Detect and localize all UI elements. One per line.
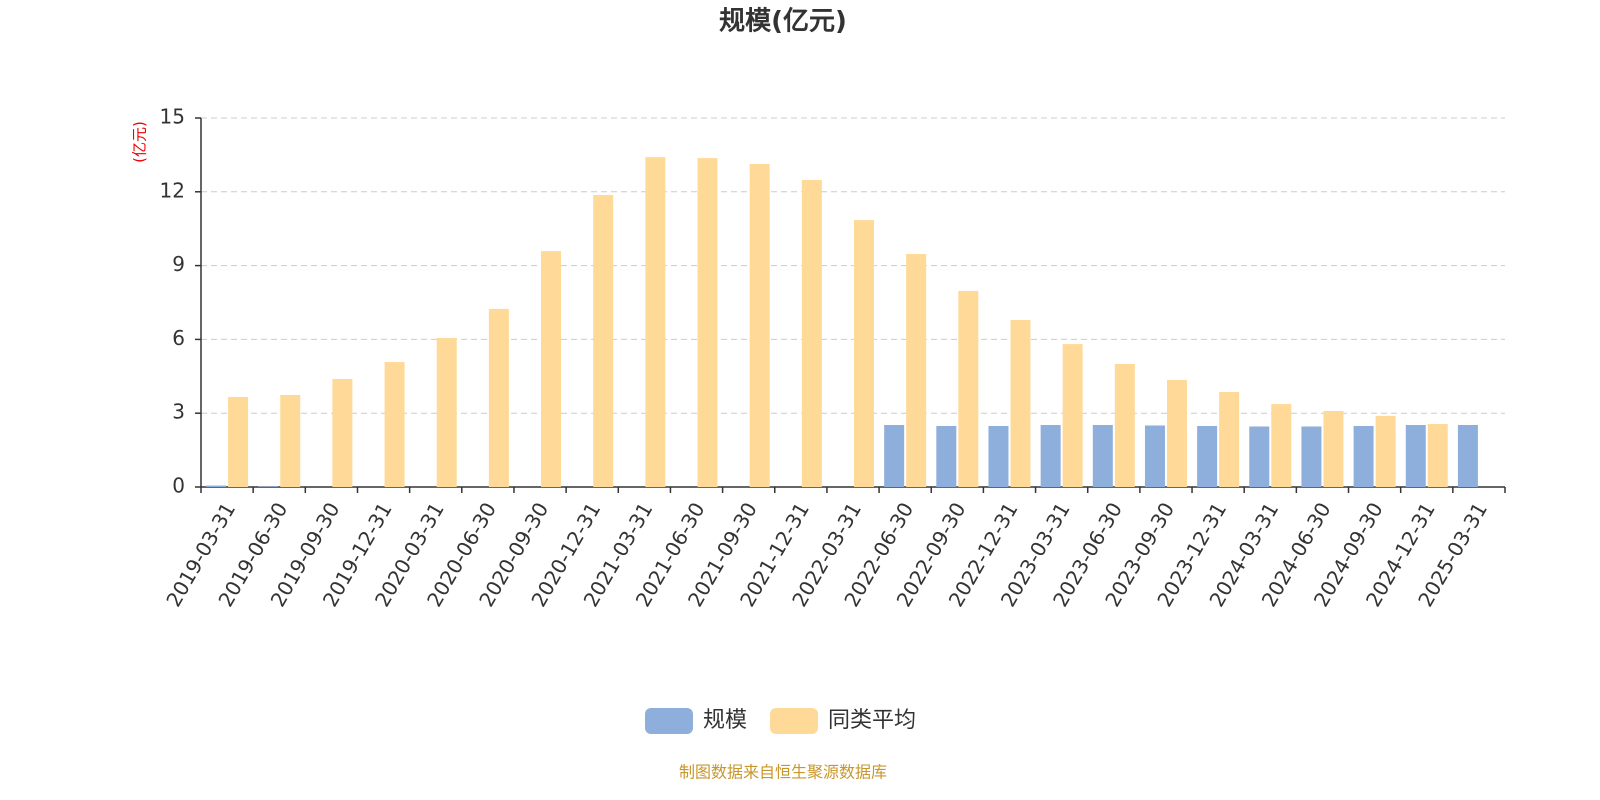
bar bbox=[1114, 364, 1135, 487]
bar bbox=[1427, 424, 1448, 487]
legend-label: 规模 bbox=[703, 708, 747, 733]
bar bbox=[697, 158, 718, 487]
y-axis-label: (亿元) bbox=[131, 121, 149, 163]
bar bbox=[228, 396, 249, 487]
bar bbox=[1271, 404, 1292, 487]
bar bbox=[1144, 425, 1165, 487]
bar bbox=[1375, 415, 1396, 487]
bar bbox=[854, 220, 874, 487]
bar bbox=[988, 425, 1009, 487]
bar bbox=[1457, 425, 1478, 487]
y-tick-label: 12 bbox=[160, 178, 185, 202]
bar bbox=[1040, 425, 1061, 487]
bar bbox=[1010, 319, 1031, 487]
y-tick-label: 0 bbox=[172, 474, 185, 498]
bar bbox=[1092, 425, 1113, 487]
bar bbox=[958, 290, 979, 487]
bar bbox=[1197, 425, 1218, 487]
bar bbox=[206, 485, 227, 487]
y-tick-label: 3 bbox=[172, 400, 185, 424]
bar bbox=[936, 425, 957, 487]
bar bbox=[906, 254, 927, 487]
bar bbox=[1323, 410, 1344, 487]
bar bbox=[436, 337, 457, 487]
y-tick-label: 9 bbox=[172, 252, 185, 276]
bar bbox=[801, 179, 822, 487]
bar bbox=[541, 251, 562, 487]
source-note: 制图数据来自恒生聚源数据库 bbox=[679, 763, 887, 782]
legend-label: 同类平均 bbox=[828, 708, 916, 733]
bar bbox=[1062, 344, 1083, 487]
bar bbox=[280, 394, 301, 487]
bar bbox=[1219, 392, 1240, 487]
bar bbox=[1405, 425, 1426, 487]
bar bbox=[1166, 379, 1187, 487]
legend-swatch bbox=[770, 708, 818, 734]
bar bbox=[384, 362, 405, 487]
y-tick-label: 15 bbox=[160, 105, 185, 129]
bar bbox=[1249, 426, 1270, 487]
bar bbox=[645, 157, 666, 487]
bar bbox=[749, 164, 770, 487]
bar bbox=[488, 308, 509, 487]
bar bbox=[1301, 426, 1322, 487]
y-tick-label: 6 bbox=[172, 326, 185, 350]
bar bbox=[884, 425, 905, 487]
bar bbox=[1353, 425, 1374, 487]
chart-title: 规模(亿元) bbox=[719, 7, 847, 37]
bar bbox=[593, 194, 614, 488]
legend-swatch bbox=[645, 708, 693, 734]
bar bbox=[332, 379, 353, 487]
